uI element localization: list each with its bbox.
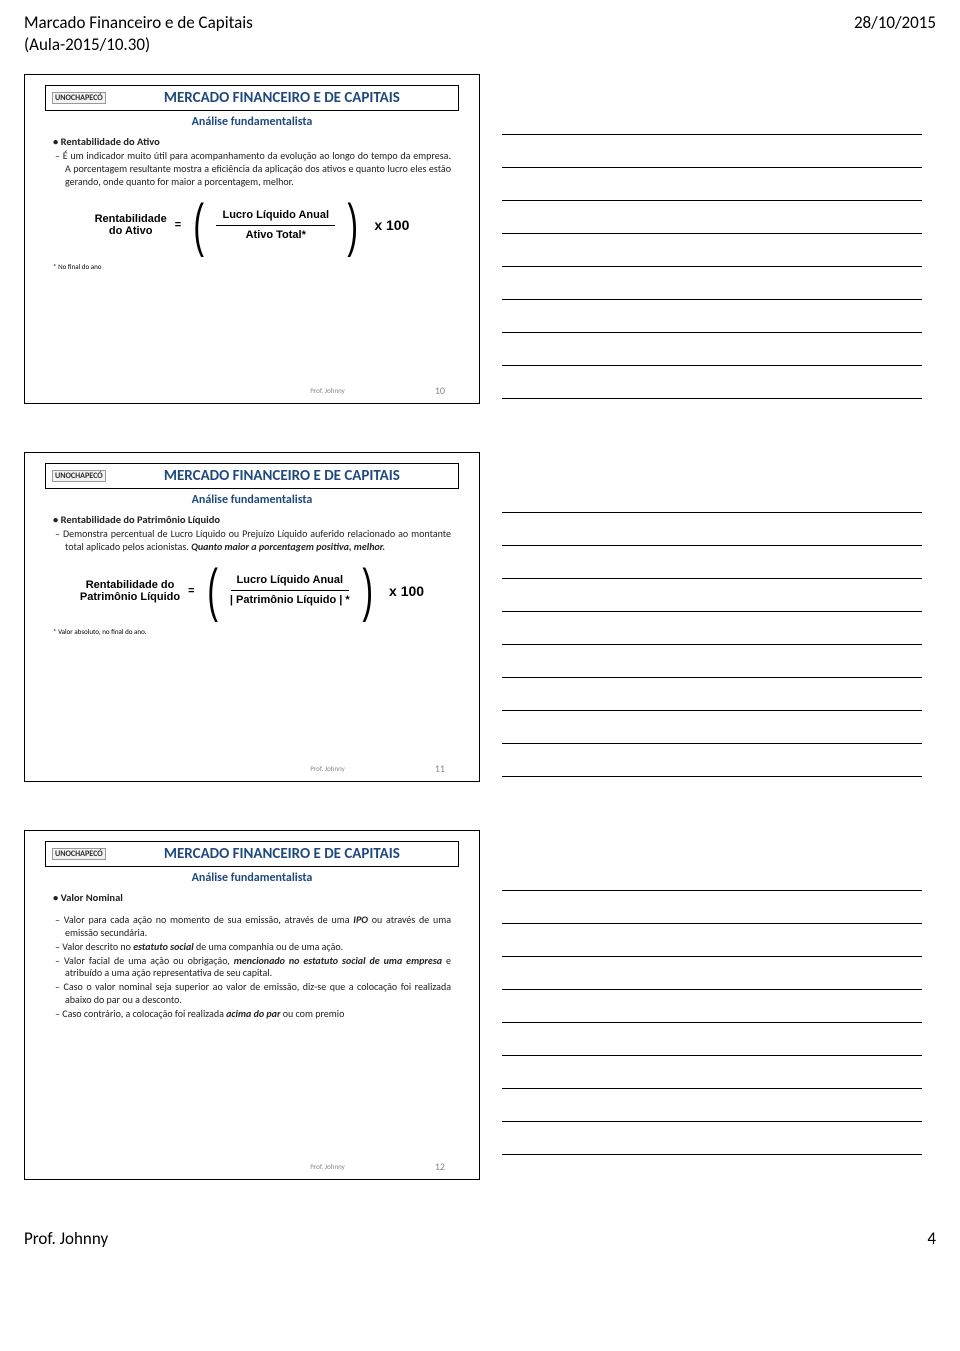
handout-row: UNOCHAPECÓ MERCADO FINANCEIRO E DE CAPIT… xyxy=(24,830,936,1180)
list-item: Caso o valor nominal seja superior ao va… xyxy=(65,981,451,1007)
slide-subtitle: Análise fundamentalista xyxy=(25,493,479,507)
slide-page-number: 11 xyxy=(435,762,445,775)
formula-lhs-line1: Rentabilidade do xyxy=(86,579,175,591)
slide-author: Prof. Johnny xyxy=(310,764,345,773)
slide-title-bar: UNOCHAPECÓ MERCADO FINANCEIRO E DE CAPIT… xyxy=(45,85,459,111)
equals-sign: = xyxy=(188,585,194,597)
list-item: Valor para cada ação no momento de sua e… xyxy=(65,914,451,940)
left-paren-icon: ( xyxy=(207,572,218,610)
handout-row: UNOCHAPECÓ MERCADO FINANCEIRO E DE CAPIT… xyxy=(24,452,936,782)
slide-bullet: É um indicador muito útil para acompanha… xyxy=(65,150,451,188)
fraction-numerator: Lucro Líquido Anual xyxy=(231,573,350,591)
footer-page-number: 4 xyxy=(927,1228,936,1249)
logo-unochapeco: UNOCHAPECÓ xyxy=(52,470,106,482)
formula-lhs: Rentabilidade do Patrimônio Líquido xyxy=(80,579,180,603)
slide-footnote: * Valor absoluto, no final do ano. xyxy=(25,617,479,640)
page-footer: Prof. Johnny 4 xyxy=(24,1228,936,1249)
fraction-numerator: Lucro Líquido Anual xyxy=(216,208,335,226)
logo-unochapeco: UNOCHAPECÓ xyxy=(52,848,106,860)
slide-footnote: * No final do ano xyxy=(25,252,479,275)
slide-12: UNOCHAPECÓ MERCADO FINANCEIRO E DE CAPIT… xyxy=(24,830,480,1180)
slide-title: MERCADO FINANCEIRO E DE CAPITAIS xyxy=(112,845,452,863)
multiply-100: x 100 xyxy=(374,217,409,233)
header-title-line1: Marcado Financeiro e de Capitais xyxy=(24,12,253,34)
list-item: Valor descrito no estatuto social de uma… xyxy=(65,941,451,954)
fraction: Lucro Líquido Anual Ativo Total* xyxy=(216,208,335,244)
formula-rentabilidade-ativo: Rentabilidade do Ativo = ( Lucro Líquido… xyxy=(25,207,479,245)
header-title-line2: (Aula-2015/10.30) xyxy=(24,34,253,56)
slide-subtitle: Análise fundamentalista xyxy=(25,115,479,129)
fraction-denominator: Ativo Total* xyxy=(246,226,306,243)
slide-page-number: 12 xyxy=(435,1160,445,1173)
multiply-100: x 100 xyxy=(389,583,424,599)
note-lines xyxy=(502,452,922,782)
right-paren-icon: ) xyxy=(347,207,358,245)
page-header: Marcado Financeiro e de Capitais (Aula-2… xyxy=(24,12,936,56)
handout-row: UNOCHAPECÓ MERCADO FINANCEIRO E DE CAPIT… xyxy=(24,74,936,404)
right-paren-icon: ) xyxy=(362,572,373,610)
slide-footer: Prof. Johnny 11 xyxy=(25,762,479,775)
slide-bullet: Demonstra percentual de Lucro Líquido ou… xyxy=(65,528,451,554)
slide-bullet-text: Demonstra percentual de Lucro Líquido ou… xyxy=(63,527,451,553)
slide-body: Rentabilidade do Patrimônio Líquido Demo… xyxy=(25,513,479,554)
header-title-block: Marcado Financeiro e de Capitais (Aula-2… xyxy=(24,12,253,56)
slide-body: Valor Nominal Valor para cada ação no mo… xyxy=(25,891,479,1020)
formula-lhs-line2: Patrimônio Líquido xyxy=(80,591,180,603)
slide-footer: Prof. Johnny 10 xyxy=(25,384,479,397)
slide-topic: Rentabilidade do Ativo xyxy=(53,135,451,148)
logo-unochapeco: UNOCHAPECÓ xyxy=(52,92,106,104)
slide-page-number: 10 xyxy=(435,384,445,397)
formula-lhs-line2: do Ativo xyxy=(109,225,153,237)
list-item: Caso contrário, a colocação foi realizad… xyxy=(65,1008,451,1021)
note-lines xyxy=(502,830,922,1180)
slide-title-bar: UNOCHAPECÓ MERCADO FINANCEIRO E DE CAPIT… xyxy=(45,841,459,867)
slide-topic: Rentabilidade do Patrimônio Líquido xyxy=(53,513,451,526)
slide-title-bar: UNOCHAPECÓ MERCADO FINANCEIRO E DE CAPIT… xyxy=(45,463,459,489)
slide-11: UNOCHAPECÓ MERCADO FINANCEIRO E DE CAPIT… xyxy=(24,452,480,782)
slide-topic: Valor Nominal xyxy=(53,891,451,904)
formula-rentabilidade-pl: Rentabilidade do Patrimônio Líquido = ( … xyxy=(25,572,479,610)
fraction: Lucro Líquido Anual | Patrimônio Líquido… xyxy=(230,573,350,609)
fraction-denominator: | Patrimônio Líquido | * xyxy=(230,591,350,608)
slide-body: Rentabilidade do Ativo É um indicador mu… xyxy=(25,135,479,188)
slide-author: Prof. Johnny xyxy=(310,1162,345,1171)
slide-footer: Prof. Johnny 12 xyxy=(25,1160,479,1173)
slide-author: Prof. Johnny xyxy=(310,386,345,395)
note-lines xyxy=(502,74,922,404)
slide-title: MERCADO FINANCEIRO E DE CAPITAIS xyxy=(112,467,452,485)
formula-lhs: Rentabilidade do Ativo xyxy=(95,213,167,237)
list-item: Valor facial de uma ação ou obrigação, m… xyxy=(65,955,451,981)
slide-subtitle: Análise fundamentalista xyxy=(25,871,479,885)
equals-sign: = xyxy=(175,219,181,231)
slide-title: MERCADO FINANCEIRO E DE CAPITAIS xyxy=(112,89,452,107)
slide-10: UNOCHAPECÓ MERCADO FINANCEIRO E DE CAPIT… xyxy=(24,74,480,404)
formula-lhs-line1: Rentabilidade xyxy=(95,213,167,225)
footer-author: Prof. Johnny xyxy=(24,1228,108,1249)
header-date: 28/10/2015 xyxy=(854,12,936,56)
left-paren-icon: ( xyxy=(194,207,205,245)
